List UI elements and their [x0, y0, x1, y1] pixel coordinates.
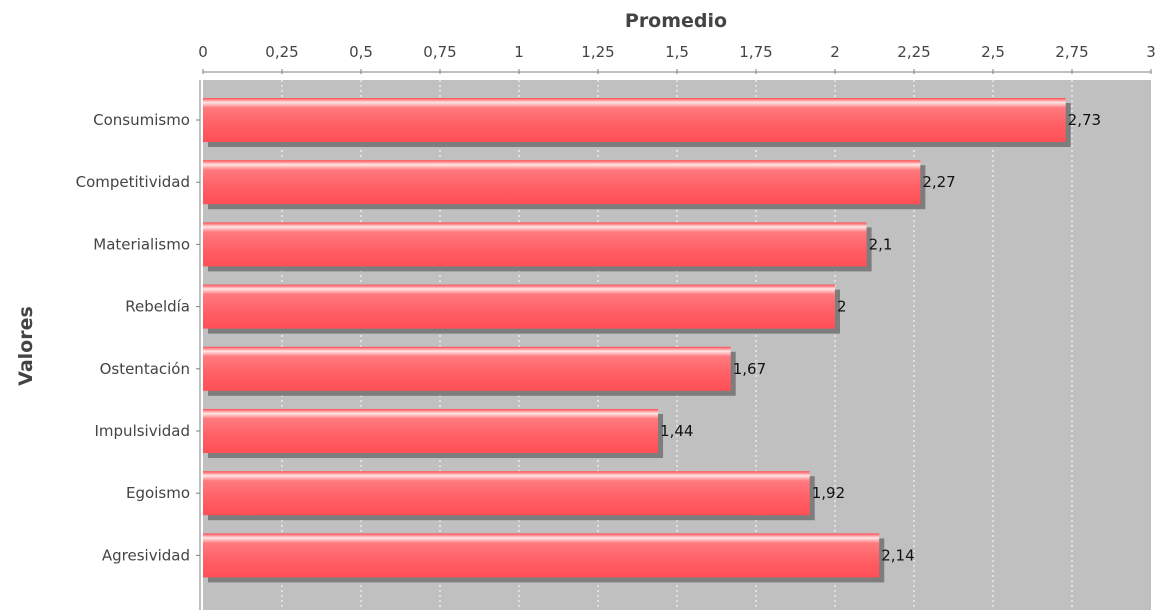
category-label: Rebeldía	[125, 298, 190, 316]
labels: 0 0,25 0,5 0,75 1 1,25 1,5 1,75 2 2,25 2,5 2,75 3 Con…	[76, 43, 1156, 564]
bar	[203, 471, 810, 516]
bar	[203, 533, 880, 578]
bars	[203, 98, 1071, 583]
x-tick-label: 1,25	[581, 43, 614, 61]
x-tick-label: 3	[1146, 43, 1156, 61]
x-tick-label: 0,25	[265, 43, 298, 61]
category-label: Impulsividad	[95, 422, 191, 440]
category-label: Egoismo	[126, 484, 190, 502]
bar	[203, 160, 921, 205]
data-label: 2,27	[922, 173, 955, 191]
data-label: 1,67	[733, 360, 766, 378]
category-label: Agresividad	[102, 546, 190, 564]
bar	[203, 222, 867, 267]
data-label: 2	[837, 298, 847, 316]
x-tick-label: 0,5	[349, 43, 373, 61]
y-axis-title: Valores	[15, 306, 37, 386]
x-tick-label: 2,25	[897, 43, 930, 61]
bar	[203, 98, 1066, 142]
category-label: Ostentación	[100, 360, 190, 378]
x-tick-label: 2	[830, 43, 840, 61]
data-label: 2,1	[869, 235, 893, 253]
x-tick-label: 1	[514, 43, 524, 61]
bar	[203, 346, 731, 391]
axes	[196, 69, 1152, 610]
data-label: 2,14	[881, 546, 914, 564]
x-tick-label: 2,5	[981, 43, 1005, 61]
data-label: 1,92	[812, 484, 845, 502]
bar	[203, 409, 659, 453]
x-tick-label: 2,75	[1055, 43, 1088, 61]
category-label: Competitividad	[76, 173, 190, 191]
x-tick-label: 1,75	[739, 43, 772, 61]
data-label: 2,73	[1068, 111, 1101, 129]
bar	[203, 284, 835, 329]
x-tick-label: 0,75	[423, 43, 456, 61]
category-label: Materialismo	[93, 235, 190, 253]
category-label: Consumismo	[93, 111, 190, 129]
x-tick-label: 1,5	[665, 43, 689, 61]
x-tick-label: 0	[198, 43, 208, 61]
data-label: 1,44	[660, 422, 693, 440]
x-axis-title: Promedio	[625, 10, 727, 32]
